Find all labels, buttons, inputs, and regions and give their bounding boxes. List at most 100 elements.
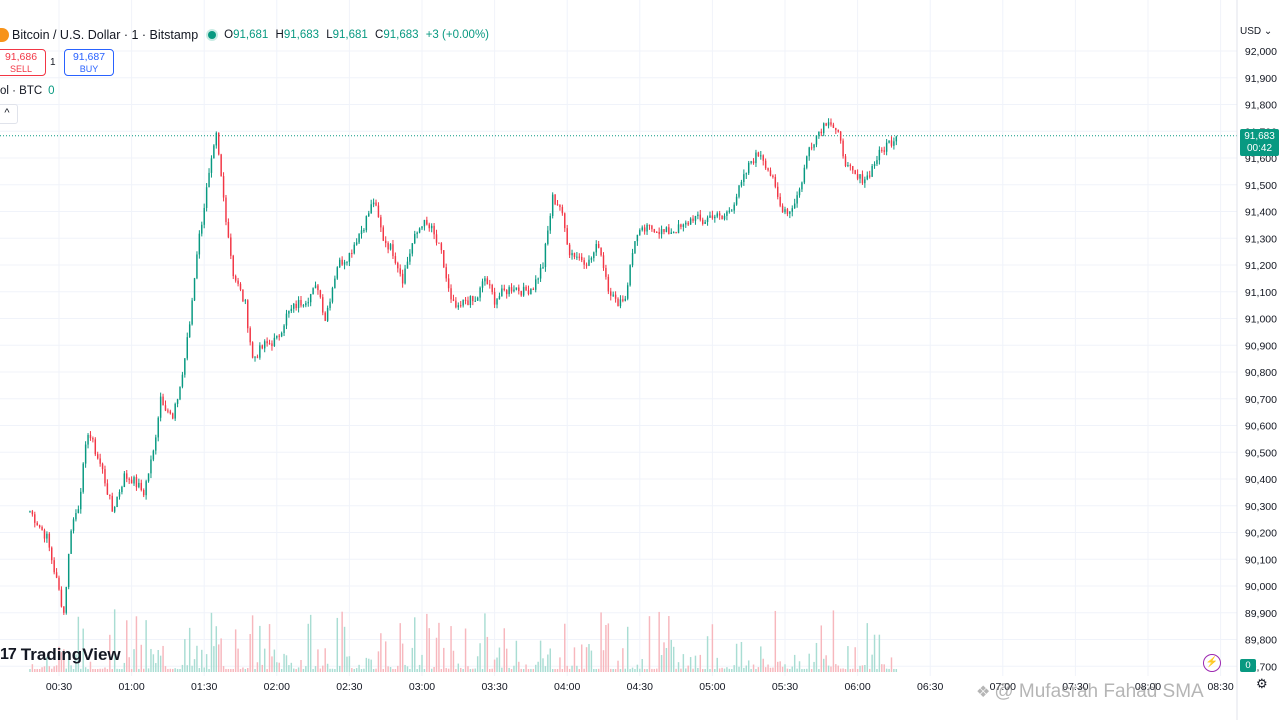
candle-body [525, 286, 527, 291]
volume-bar [818, 668, 820, 672]
volume-bar [380, 633, 382, 672]
candle-body [130, 479, 133, 484]
volume-bar [433, 667, 435, 672]
candle-body [230, 237, 232, 256]
candle-body [450, 288, 452, 300]
volume-bar [496, 657, 498, 672]
candle-body [496, 299, 498, 305]
volume-bar [697, 667, 699, 672]
market-status-icon [208, 31, 217, 39]
volume-bar [338, 665, 341, 672]
volume-bar [48, 666, 51, 672]
volume-bar [370, 659, 372, 672]
gear-icon[interactable]: ⚙ [1256, 676, 1268, 691]
volume-bar [293, 668, 295, 672]
candle-body [82, 463, 84, 492]
sell-button[interactable]: 91,686 SELL [0, 49, 46, 76]
candle-body [174, 403, 176, 419]
volume-bar [893, 668, 895, 672]
volume-bar [377, 651, 380, 672]
candle-body [126, 473, 128, 479]
volume-bar [82, 628, 84, 672]
volume-bar [126, 620, 128, 672]
candle-body [31, 511, 34, 515]
candle-body [745, 173, 748, 175]
candle-body [876, 160, 878, 165]
candle-body [118, 492, 121, 497]
candle-body [266, 341, 268, 344]
candle-body [498, 296, 501, 300]
lightning-icon[interactable]: ⚡ [1203, 654, 1221, 672]
candle-body [155, 437, 157, 451]
candle-body [123, 473, 126, 487]
volume-bar [605, 624, 607, 672]
volume-bar [365, 657, 368, 672]
candle-body [738, 185, 740, 197]
candle-body [426, 219, 428, 225]
close-value: 91,683 [383, 29, 419, 41]
candle-body [438, 242, 440, 244]
time-tick-label: 04:30 [627, 681, 653, 693]
volume-bar [568, 668, 571, 672]
volume-bar [113, 609, 116, 672]
candle-body [53, 560, 55, 573]
price-tick-label: 90,000 [1245, 581, 1277, 593]
sell-price: 91,686 [4, 51, 38, 63]
volume-bar [881, 664, 883, 672]
volume-bar [360, 669, 363, 672]
order-quantity[interactable]: 1 [50, 57, 56, 68]
diamond-icon: ❖ [976, 684, 991, 701]
price-tick-label: 90,400 [1245, 474, 1277, 486]
volume-bar [634, 668, 636, 672]
volume-bar [636, 664, 639, 672]
volume-bar [355, 668, 358, 672]
candle-body [414, 233, 416, 244]
volume-bar [418, 664, 421, 672]
candle-body [593, 252, 595, 259]
volume-bar [237, 648, 239, 672]
buy-button[interactable]: 91,687 BUY [64, 49, 114, 76]
candle-body [48, 533, 51, 548]
volume-bar [808, 653, 810, 672]
candle-body [583, 260, 585, 265]
candle-body [217, 132, 220, 155]
collapse-legend-button[interactable]: ^ [0, 104, 18, 124]
time-tick-label: 08:00 [1135, 681, 1161, 693]
candle-body [176, 399, 179, 404]
candle-body [353, 244, 355, 254]
candle-body [375, 202, 377, 206]
candle-body [493, 292, 496, 305]
volume-bar [590, 650, 593, 672]
volume-bar [58, 646, 60, 672]
candle-body [820, 131, 823, 134]
candle-body [268, 343, 271, 345]
candle-body [416, 232, 418, 234]
candle-body [459, 305, 462, 307]
candle-body [760, 155, 762, 157]
candle-body [871, 165, 873, 177]
candle-body [767, 168, 769, 171]
volume-bar [94, 668, 97, 672]
candle-body [428, 224, 430, 229]
candle-body [564, 213, 566, 229]
candle-body [247, 300, 249, 329]
candle-body [694, 215, 697, 221]
candle-body [505, 290, 508, 295]
candle-body [133, 477, 135, 484]
candle-body [755, 152, 757, 164]
volume-bar [580, 644, 583, 672]
symbol-title[interactable]: Bitcoin / U.S. Dollar · 1 · Bitstamp [12, 28, 199, 42]
volume-bar [614, 668, 617, 672]
candle-body [847, 165, 849, 167]
candle-body [697, 214, 699, 216]
currency-selector[interactable]: USD ⌄ [1240, 26, 1273, 37]
volume-bar [564, 623, 566, 672]
candle-body [576, 256, 578, 258]
candle-body [234, 276, 237, 281]
candle-body [51, 547, 53, 561]
tradingview-logo[interactable]: 17 TradingView [0, 644, 121, 666]
volume-bar [67, 652, 70, 672]
candle-body [624, 298, 627, 301]
price-tick-label: 91,900 [1245, 73, 1277, 85]
